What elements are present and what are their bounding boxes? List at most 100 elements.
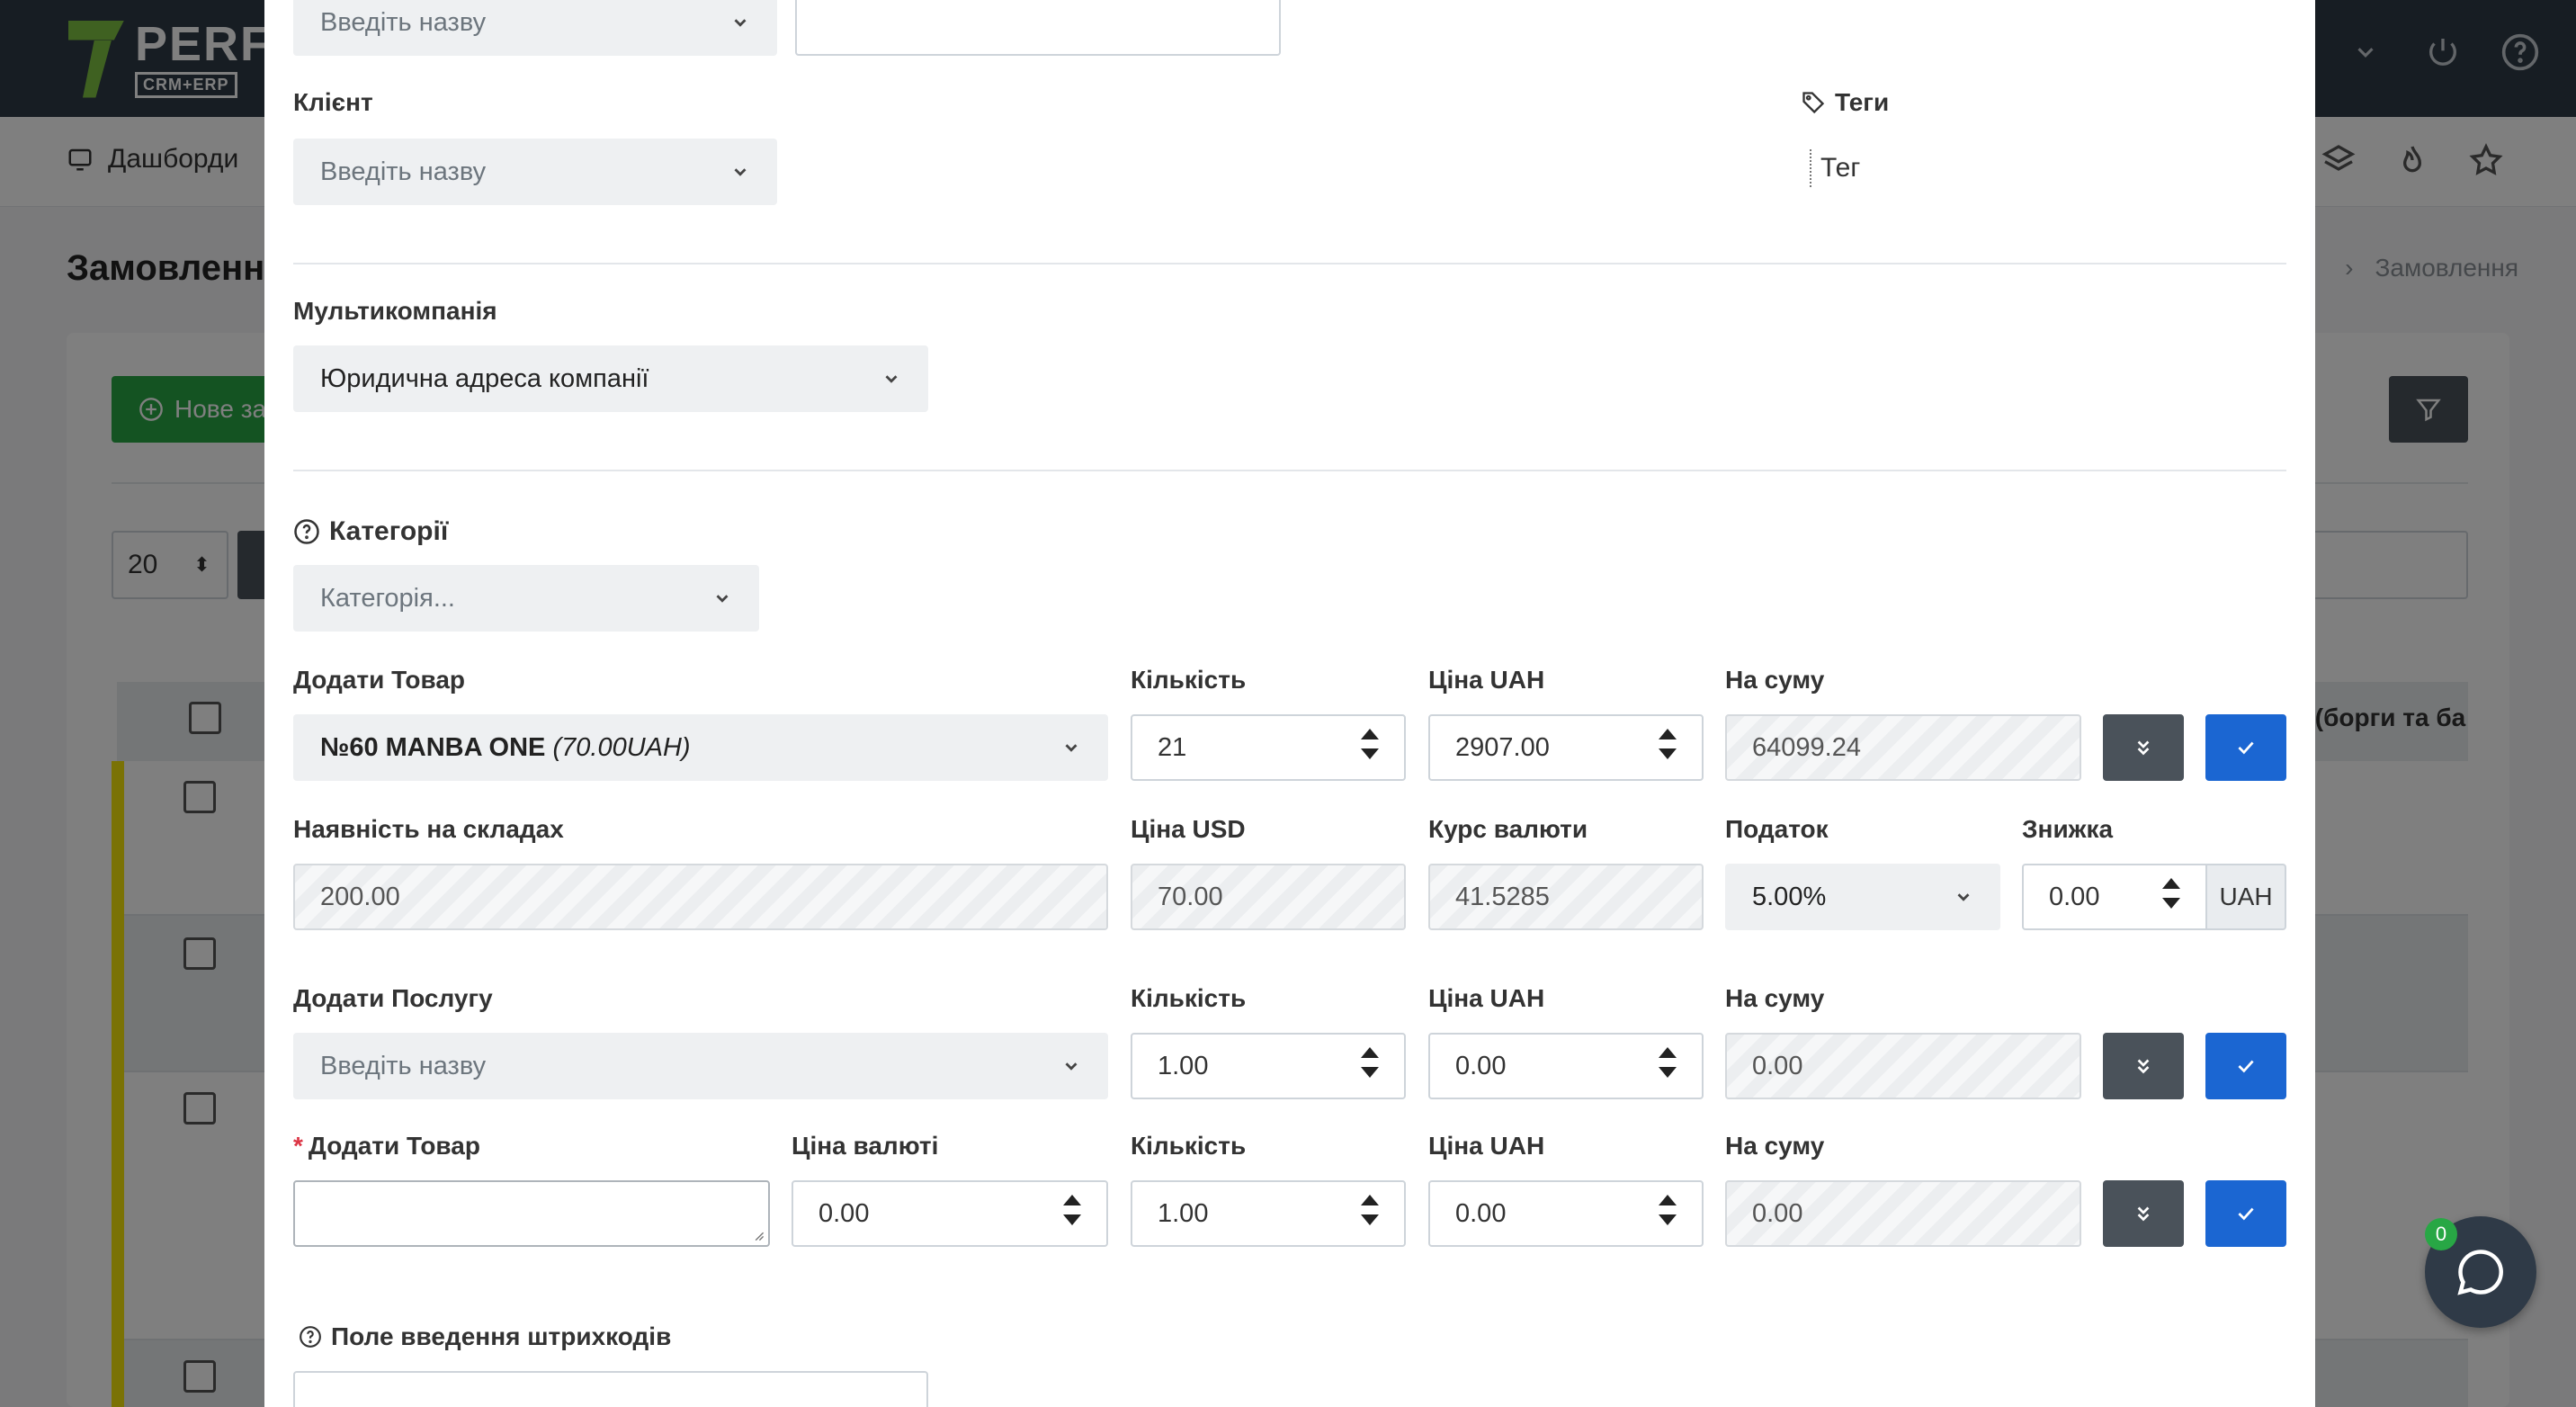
discount-label: Знижка — [2022, 815, 2114, 843]
custom-confirm-button[interactable] — [2205, 1180, 2286, 1247]
number-spinner[interactable] — [1361, 729, 1379, 759]
number-spinner[interactable] — [1659, 1047, 1677, 1078]
stock-label: Наявність на складах — [293, 815, 564, 843]
check-icon — [2238, 1060, 2254, 1073]
product-expand-button[interactable] — [2103, 714, 2184, 781]
text-caret — [1810, 149, 1811, 187]
number-spinner[interactable] — [2162, 878, 2180, 909]
exchange-rate-field: 41.5285 — [1428, 864, 1704, 930]
service-price-uah-input[interactable]: 0.00 — [1428, 1033, 1704, 1099]
service-sum-value: 0.00 — [1752, 1051, 1803, 1080]
number-spinner[interactable] — [1659, 1195, 1677, 1225]
custom-qty-value: 1.00 — [1158, 1198, 1209, 1228]
resize-handle-icon[interactable] — [752, 1229, 765, 1241]
client-select[interactable]: Введіть назву — [293, 139, 777, 205]
service-sum-field: 0.00 — [1725, 1033, 2081, 1099]
exchange-rate-label: Курс валюти — [1428, 815, 1588, 843]
chevron-down-icon — [734, 19, 747, 27]
product-qty-label: Кількість — [1131, 666, 1247, 694]
chat-bubble-icon — [2457, 1250, 2503, 1295]
number-spinner[interactable] — [1063, 1195, 1081, 1225]
exchange-rate-value: 41.5285 — [1455, 882, 1550, 911]
top-select-placeholder: Введіть назву — [320, 7, 487, 37]
divider — [293, 263, 2286, 264]
add-product-label: Додати Товар — [293, 666, 466, 694]
product-select[interactable]: №60 MANBA ONE (70.00UAH) — [293, 714, 1108, 781]
question-circle-icon[interactable] — [299, 1325, 322, 1349]
price-usd-value: 70.00 — [1158, 882, 1223, 911]
custom-expand-button[interactable] — [2103, 1180, 2184, 1247]
top-select[interactable]: Введіть назву — [293, 0, 777, 56]
service-qty-value: 1.00 — [1158, 1051, 1209, 1080]
number-spinner[interactable] — [1361, 1195, 1379, 1225]
multicompany-value: Юридична адреса компанії — [320, 363, 649, 393]
divider — [293, 470, 2286, 471]
client-placeholder: Введіть назву — [320, 157, 487, 186]
order-modal — [264, 0, 2315, 1407]
tax-label: Податок — [1725, 815, 1829, 843]
barcode-label-wrap: Поле введення штрихкодів — [299, 1322, 671, 1351]
service-expand-button[interactable] — [2103, 1033, 2184, 1099]
stock-field: 200.00 — [293, 864, 1108, 930]
category-placeholder: Категорія... — [320, 583, 455, 613]
custom-sum-value: 0.00 — [1752, 1198, 1803, 1228]
service-confirm-button[interactable] — [2205, 1033, 2286, 1099]
required-mark: * — [293, 1132, 303, 1160]
chevron-down-icon — [1957, 893, 1970, 901]
product-qty-input[interactable]: 21 — [1131, 714, 1406, 781]
custom-price-uah-label: Ціна UAH — [1428, 1132, 1545, 1160]
product-price-uah-label: Ціна UAH — [1428, 666, 1545, 694]
discount-value: 0.00 — [2049, 882, 2100, 911]
tax-select[interactable]: 5.00% — [1725, 864, 2000, 930]
check-icon — [2238, 1207, 2254, 1221]
chevrons-down-icon — [2137, 740, 2150, 756]
custom-qty-input[interactable]: 1.00 — [1131, 1180, 1406, 1247]
check-icon — [2238, 741, 2254, 755]
currency-price-value: 0.00 — [818, 1198, 870, 1228]
service-qty-label: Кількість — [1131, 984, 1247, 1012]
service-qty-input[interactable]: 1.00 — [1131, 1033, 1406, 1099]
product-select-text: №60 MANBA ONE (70.00UAH) — [320, 733, 691, 763]
service-price-uah-value: 0.00 — [1455, 1051, 1507, 1080]
discount-currency: UAH — [2207, 864, 2286, 930]
chat-unread-badge: 0 — [2425, 1218, 2457, 1250]
multicompany-select[interactable]: Юридична адреса компанії — [293, 345, 928, 412]
category-select[interactable]: Категорія... — [293, 565, 759, 632]
number-spinner[interactable] — [1659, 729, 1677, 759]
multicompany-label: Мультикомпанія — [293, 297, 497, 325]
chevron-down-icon — [1065, 1062, 1078, 1071]
discount-input[interactable]: 0.00 — [2022, 864, 2207, 930]
number-spinner[interactable] — [1361, 1047, 1379, 1078]
price-usd-label: Ціна USD — [1131, 815, 1246, 843]
tags-placeholder: Тег — [1820, 153, 1861, 183]
product-sum-value: 64099.24 — [1752, 732, 1861, 762]
custom-product-textarea[interactable] — [293, 1180, 770, 1247]
product-price-note: (70.00UAH) — [552, 732, 691, 762]
custom-sum-label: На суму — [1725, 1132, 1825, 1160]
product-price-uah-input[interactable]: 2907.00 — [1428, 714, 1704, 781]
chevron-down-icon — [716, 595, 729, 603]
custom-product-label: Додати Товар — [308, 1132, 480, 1160]
tax-value: 5.00% — [1752, 882, 1827, 911]
tags-input[interactable]: Тег — [1810, 149, 1860, 187]
barcode-input[interactable] — [293, 1371, 928, 1407]
currency-price-input[interactable]: 0.00 — [792, 1180, 1108, 1247]
chevron-down-icon — [734, 168, 747, 176]
custom-qty-label: Кількість — [1131, 1132, 1247, 1160]
question-circle-icon[interactable] — [293, 518, 320, 545]
categories-label: Категорії — [329, 516, 449, 546]
product-sum-label: На суму — [1725, 666, 1825, 694]
service-select[interactable]: Введіть назву — [293, 1033, 1108, 1099]
custom-price-uah-value: 0.00 — [1455, 1198, 1507, 1228]
custom-product-label-wrap: * Додати Товар — [293, 1132, 480, 1161]
service-sum-label: На суму — [1725, 984, 1825, 1012]
custom-price-uah-input[interactable]: 0.00 — [1428, 1180, 1704, 1247]
barcode-label: Поле введення штрихкодів — [331, 1322, 672, 1350]
chevrons-down-icon — [2137, 1059, 2150, 1074]
custom-sum-field: 0.00 — [1725, 1180, 2081, 1247]
top-input[interactable] — [795, 0, 1281, 56]
product-confirm-button[interactable] — [2205, 714, 2286, 781]
service-placeholder: Введіть назву — [320, 1051, 487, 1080]
product-qty-value: 21 — [1158, 732, 1187, 762]
price-usd-field: 70.00 — [1131, 864, 1406, 930]
